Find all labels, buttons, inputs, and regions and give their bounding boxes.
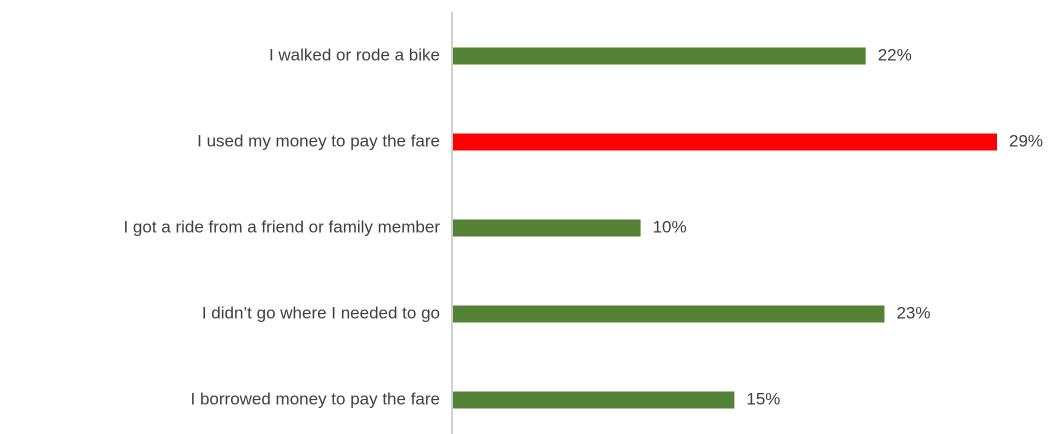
value-label: 10%: [653, 217, 687, 236]
value-label: 15%: [746, 389, 780, 408]
bar: [453, 219, 641, 237]
bar: [453, 391, 735, 409]
category-label: I used my money to pay the fare: [197, 131, 440, 150]
category-label: I borrowed money to pay the fare: [191, 389, 440, 408]
category-label: I didn’t go where I needed to go: [202, 303, 440, 322]
category-label: I got a ride from a friend or family mem…: [123, 217, 440, 236]
bar: [453, 305, 885, 323]
category-label: I walked or rode a bike: [269, 45, 440, 64]
bar: [453, 133, 997, 151]
bar: [453, 47, 866, 65]
value-label: 22%: [878, 45, 912, 64]
value-label: 23%: [896, 303, 930, 322]
value-label: 29%: [1009, 131, 1043, 150]
